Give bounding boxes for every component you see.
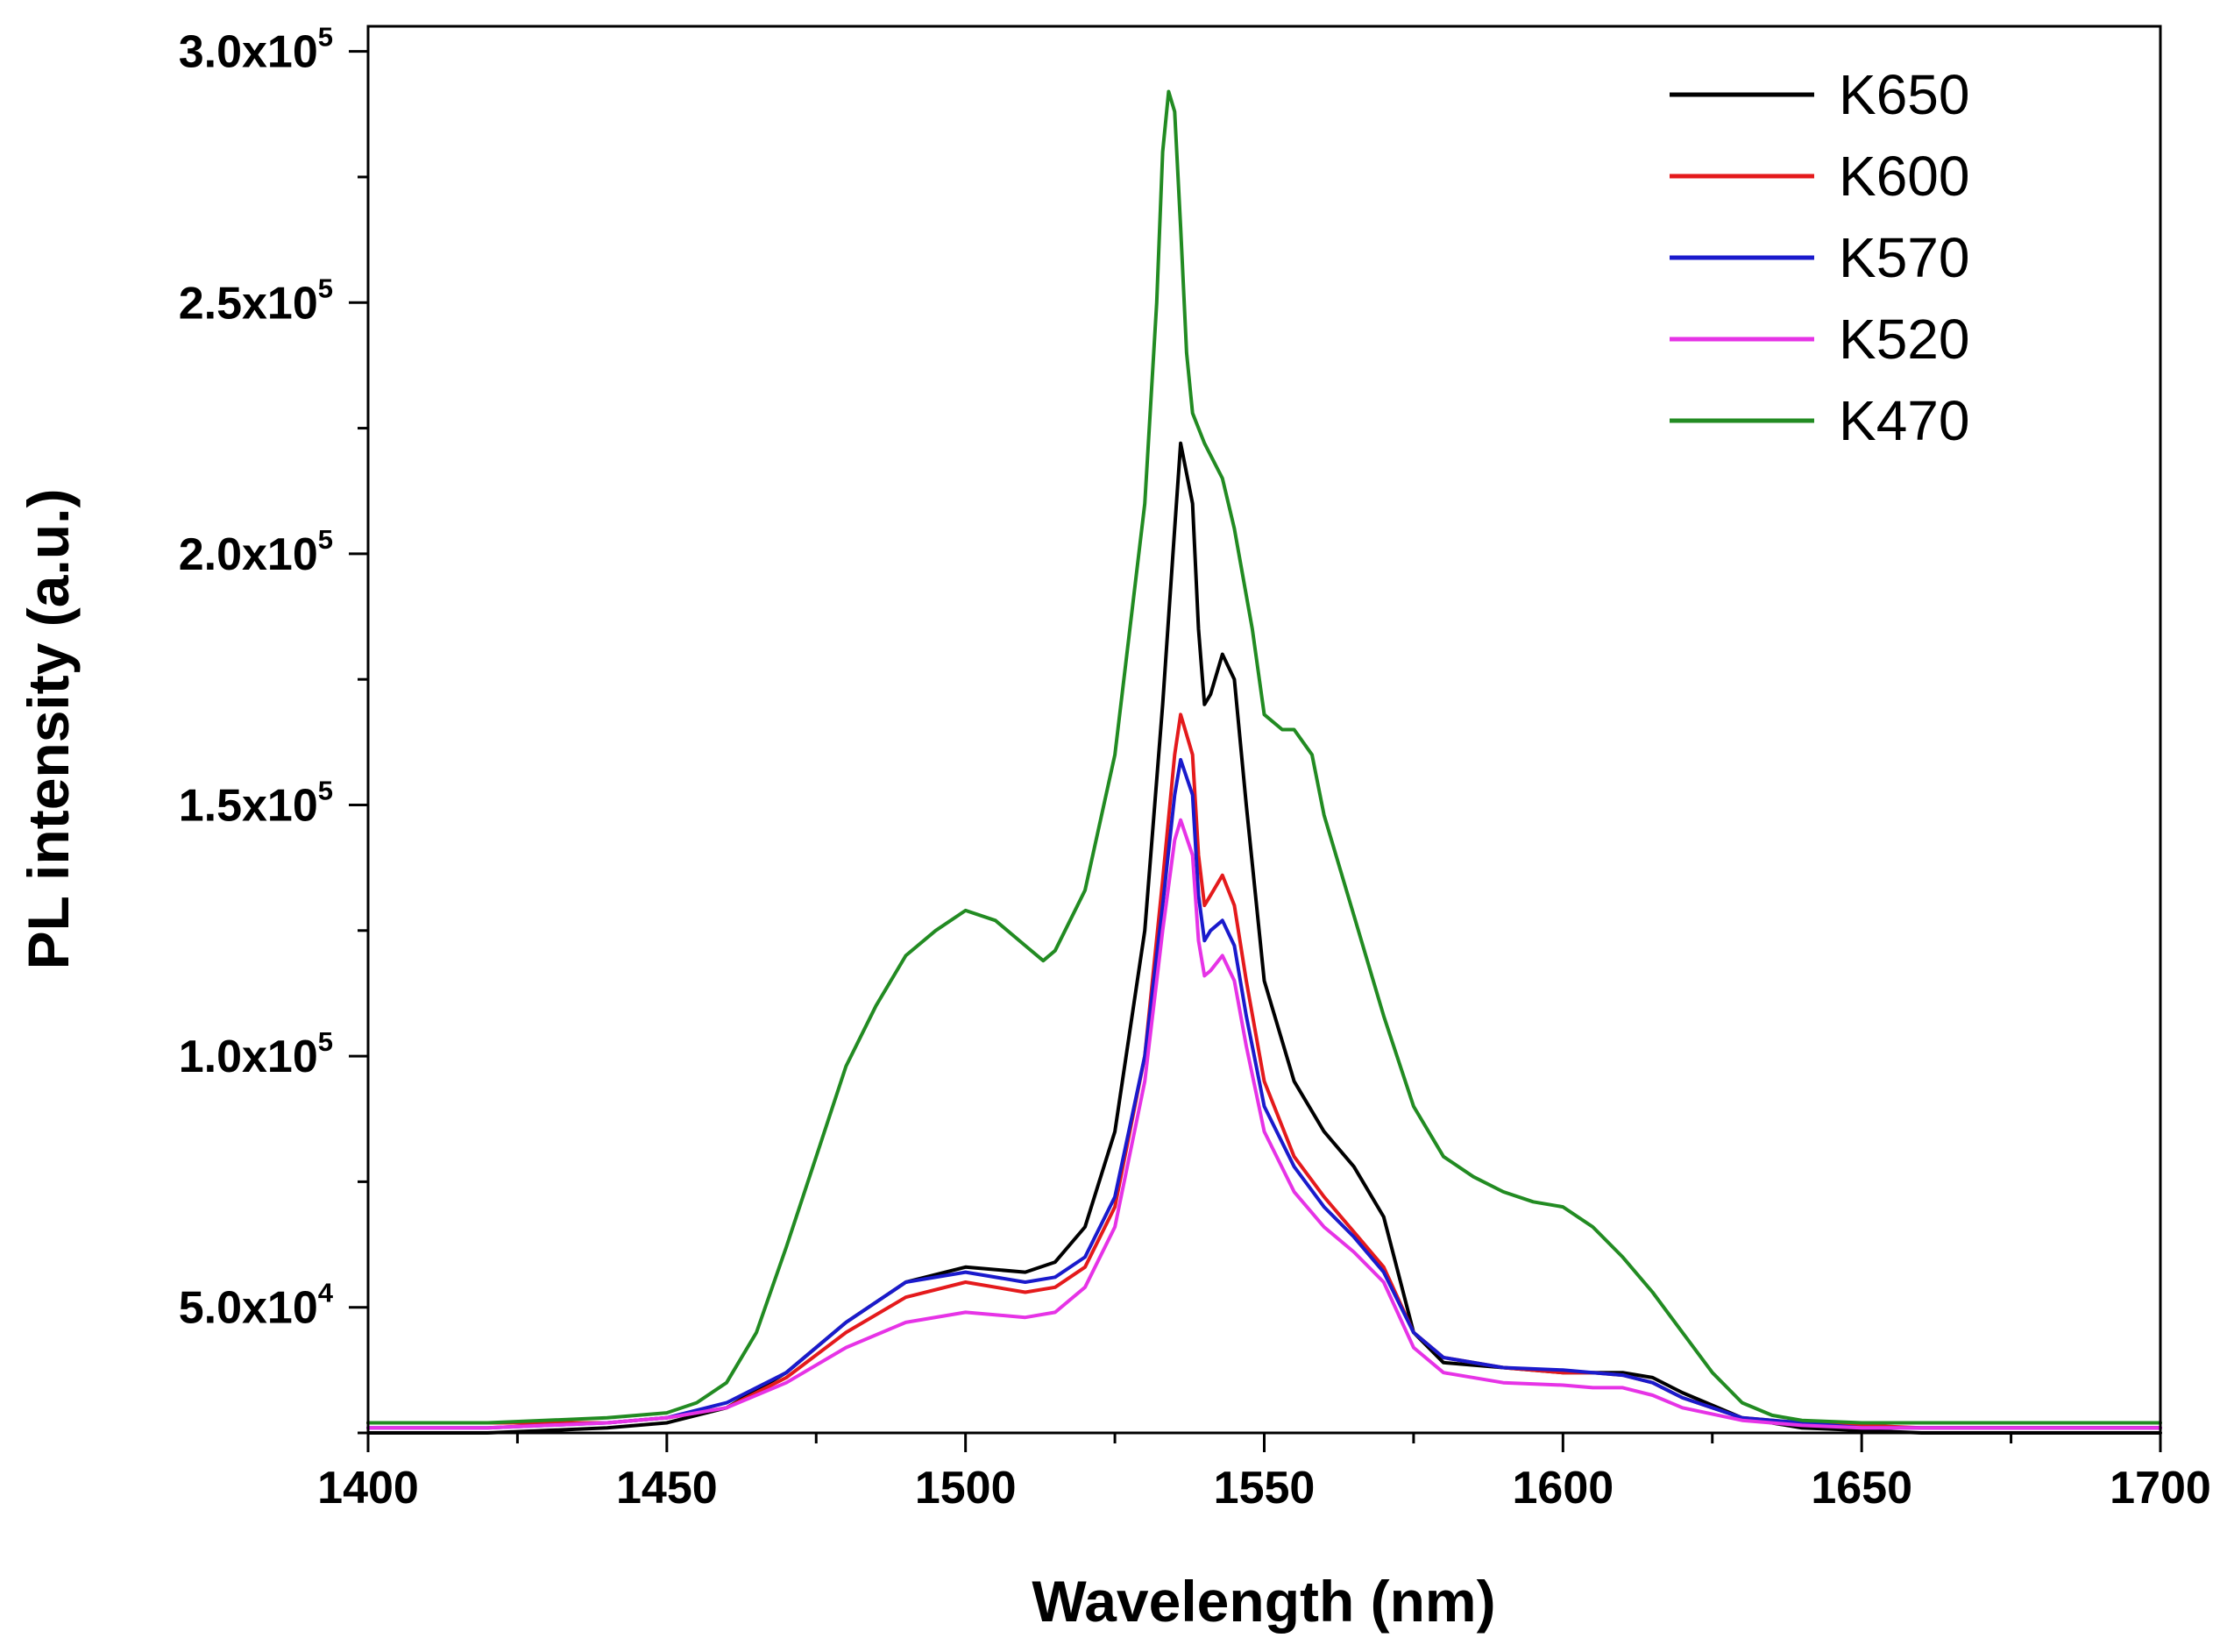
legend-label-k570: K570 [1839,226,1969,289]
x-tick-label: 1400 [317,1463,419,1514]
y-axis: 5.0x104 1.0x105 1.5x105 2.0x105 2.5x105 3.0x1… [179,22,368,1435]
y-tick-label: 1.0x105 [179,1026,333,1082]
x-tick-label: 1450 [616,1463,718,1514]
series-line-k650 [366,441,2162,1435]
series-line-k570 [366,757,2162,1430]
legend-label-k470: K470 [1839,389,1969,452]
x-tick-label: 1600 [1512,1463,1614,1514]
x-tick-label: 1700 [2110,1463,2211,1514]
y-tick-label: 1.5x105 [179,775,333,831]
x-tick-label: 1550 [1214,1463,1316,1514]
y-tick-label: 5.0x104 [179,1278,334,1334]
x-axis-title: Wavelength (nm) [1032,1569,1495,1634]
x-tick-label: 1650 [1811,1463,1912,1514]
series-line-k470 [366,89,2162,1425]
y-tick-label: 2.0x105 [179,524,333,580]
legend: K650 K600 K570 K520 K470 [1670,63,1969,452]
y-tick-label: 3.0x105 [179,22,333,78]
y-tick-label: 2.5x105 [179,273,333,329]
y-axis-title: PL intensity (a.u.) [16,489,81,970]
legend-label-k650: K650 [1839,63,1969,126]
x-tick-label: 1500 [915,1463,1017,1514]
series-line-k600 [366,713,2162,1430]
series-line-k520 [366,818,2162,1430]
series-layer [366,89,2162,1435]
legend-label-k600: K600 [1839,145,1969,208]
legend-label-k520: K520 [1839,308,1969,371]
x-axis: 1400 1450 1500 1550 1600 1650 1700 [317,1433,2211,1514]
